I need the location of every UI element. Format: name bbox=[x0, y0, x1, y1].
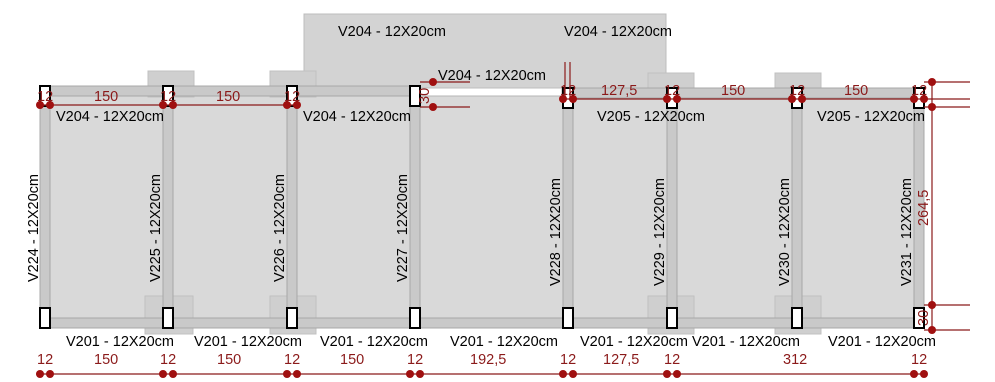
beam-label: V201 - 12X20cm bbox=[66, 334, 174, 350]
dim-small: 30 bbox=[916, 310, 932, 326]
beam-label-vertical: V227 - 12X20cm bbox=[395, 174, 411, 282]
beam-label: V205 - 12X20cm bbox=[597, 109, 705, 125]
beam-label: V201 - 12X20cm bbox=[692, 334, 800, 350]
dim-column: 12 bbox=[911, 352, 927, 368]
dim-span: 127,5 bbox=[601, 83, 637, 99]
dim-column: 12 bbox=[37, 89, 53, 105]
vbeam bbox=[162, 89, 174, 327]
slab-panel bbox=[43, 87, 417, 325]
dim-small: 30 bbox=[417, 88, 433, 104]
beam-label-vertical: V224 - 12X20cm bbox=[26, 174, 42, 282]
pillar bbox=[286, 307, 298, 329]
beam-label-vertical: V228 - 12X20cm bbox=[548, 178, 564, 286]
dim-column: 12 bbox=[560, 352, 576, 368]
dim-column: 12 bbox=[160, 352, 176, 368]
dim-column: 12 bbox=[911, 83, 927, 99]
beam-label-vertical: V226 - 12X20cm bbox=[272, 174, 288, 282]
vbeam bbox=[666, 93, 678, 327]
beam-label: V201 - 12X20cm bbox=[580, 334, 688, 350]
pillar bbox=[666, 307, 678, 329]
beam-label: V201 - 12X20cm bbox=[194, 334, 302, 350]
vbeam bbox=[409, 89, 421, 327]
pillar bbox=[409, 307, 421, 329]
dim-span: 150 bbox=[844, 83, 868, 99]
beam-label-vertical: V231 - 12X20cm bbox=[899, 178, 915, 286]
vbeam bbox=[286, 89, 298, 327]
pillar bbox=[39, 307, 51, 329]
beam-label: V204 - 12X20cm bbox=[56, 109, 164, 125]
beam-label: V204 - 12X20cm bbox=[564, 24, 672, 40]
pillar bbox=[791, 307, 803, 329]
dim-span: 127,5 bbox=[603, 352, 639, 368]
pillar bbox=[39, 85, 51, 107]
pillar bbox=[913, 307, 925, 329]
beam-label: V204 - 12X20cm bbox=[438, 68, 546, 84]
dim-span: 150 bbox=[216, 89, 240, 105]
pillar bbox=[162, 307, 174, 329]
dim-height: 264,5 bbox=[916, 190, 932, 226]
beam-label-vertical: V229 - 12X20cm bbox=[652, 178, 668, 286]
dim-span: 192,5 bbox=[470, 352, 506, 368]
beam-label-vertical: V230 - 12X20cm bbox=[777, 178, 793, 286]
dim-span: 312 bbox=[783, 352, 807, 368]
beam-label: V204 - 12X20cm bbox=[303, 109, 411, 125]
vbeam bbox=[791, 93, 803, 327]
beam-label: V201 - 12X20cm bbox=[828, 334, 936, 350]
dim-span: 150 bbox=[94, 352, 118, 368]
dim-column: 12 bbox=[664, 352, 680, 368]
dim-dots-bottom bbox=[36, 370, 928, 378]
vbeam bbox=[562, 93, 574, 327]
beam-label-vertical: V225 - 12X20cm bbox=[148, 174, 164, 282]
upper-slab bbox=[303, 13, 667, 89]
dim-column: 12 bbox=[284, 89, 300, 105]
dim-column: 12 bbox=[407, 352, 423, 368]
beam-label: V201 - 12X20cm bbox=[450, 334, 558, 350]
dim-span: 150 bbox=[217, 352, 241, 368]
pillar bbox=[409, 85, 421, 107]
dim-column: 12 bbox=[789, 83, 805, 99]
pillar bbox=[562, 307, 574, 329]
beam-label: V204 - 12X20cm bbox=[338, 24, 446, 40]
dim-column: 12 bbox=[37, 352, 53, 368]
dim-column: 12 bbox=[664, 83, 680, 99]
dim-span: 150 bbox=[94, 89, 118, 105]
beam-label: V201 - 12X20cm bbox=[320, 334, 428, 350]
dim-span: 150 bbox=[721, 83, 745, 99]
beam-label: V205 - 12X20cm bbox=[817, 109, 925, 125]
dim-column: 12 bbox=[160, 89, 176, 105]
dim-column: 12 bbox=[284, 352, 300, 368]
pillar bbox=[162, 85, 174, 107]
dim-span: 150 bbox=[340, 352, 364, 368]
pillar bbox=[286, 85, 298, 107]
dim-column: 12 bbox=[560, 83, 576, 99]
dim-dots-top bbox=[36, 78, 936, 334]
